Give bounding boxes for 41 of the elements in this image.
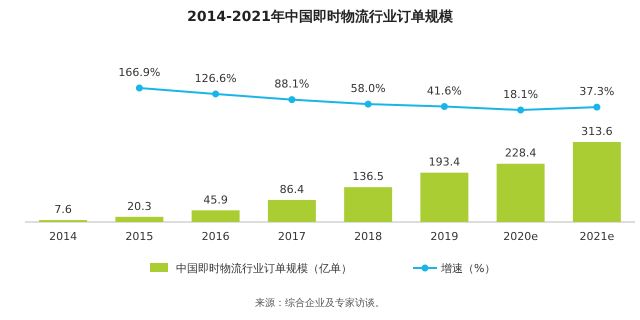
point bbox=[440, 103, 448, 110]
bar bbox=[572, 142, 621, 222]
point bbox=[364, 100, 372, 108]
xtick: 2021e bbox=[580, 230, 614, 243]
data-label: 20.3 bbox=[127, 200, 152, 213]
note: 来源：综合企业及专家访谈。 bbox=[255, 298, 385, 309]
data-label: 166.9% bbox=[118, 66, 160, 79]
data-label: 37.3% bbox=[579, 85, 614, 98]
bar bbox=[496, 164, 545, 222]
point bbox=[288, 96, 296, 104]
bar bbox=[344, 187, 392, 222]
data-label: 18.1% bbox=[503, 88, 538, 101]
xtick: 2020e bbox=[503, 230, 538, 243]
data-label: 7.6 bbox=[54, 203, 72, 216]
bar bbox=[115, 216, 164, 222]
data-label: 88.1% bbox=[274, 78, 310, 91]
title: 2014-2021年中国即时物流行业订单规模 bbox=[187, 9, 453, 25]
xtick: 2019 bbox=[430, 230, 458, 243]
xtick: 2017 bbox=[278, 230, 306, 243]
point bbox=[517, 106, 524, 114]
data-label: 86.4 bbox=[280, 182, 304, 196]
legend: 增速（%） bbox=[441, 262, 496, 275]
point bbox=[593, 104, 600, 111]
xtick: 2016 bbox=[202, 230, 230, 243]
xtick: 2015 bbox=[125, 230, 154, 243]
data-label: 45.9 bbox=[203, 193, 228, 206]
data-label: 136.5 bbox=[352, 170, 384, 184]
bar bbox=[192, 210, 240, 222]
data-label: 228.4 bbox=[504, 146, 536, 160]
point bbox=[212, 90, 220, 98]
data-label: 41.6% bbox=[426, 84, 462, 98]
point bbox=[136, 84, 143, 92]
data-label: 58.0% bbox=[350, 82, 386, 96]
legend: 中国即时物流行业订单规模（亿单） bbox=[176, 262, 352, 275]
bar bbox=[268, 200, 316, 222]
data-label: 313.6 bbox=[581, 125, 613, 138]
data-label: 126.6% bbox=[194, 72, 237, 85]
xtick: 2014 bbox=[49, 230, 78, 243]
data-label: 193.4 bbox=[428, 156, 460, 169]
bar bbox=[420, 172, 468, 222]
xtick: 2018 bbox=[354, 230, 382, 243]
